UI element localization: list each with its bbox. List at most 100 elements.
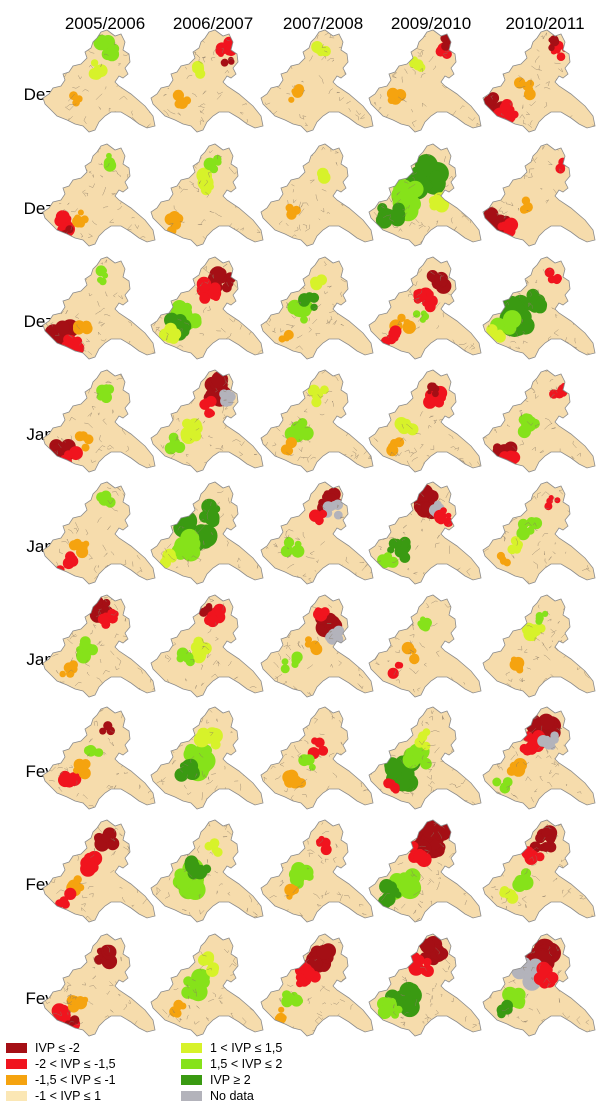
ivp-patch bbox=[556, 164, 565, 174]
boundary-line bbox=[290, 489, 294, 491]
boundary-line bbox=[346, 613, 352, 618]
boundary-line bbox=[228, 57, 234, 60]
boundary-line bbox=[195, 528, 200, 535]
boundary-line bbox=[450, 217, 453, 224]
boundary-line bbox=[99, 658, 102, 663]
boundary-line bbox=[85, 31, 87, 36]
boundary-line bbox=[586, 607, 593, 610]
boundary-line bbox=[519, 410, 523, 412]
boundary-line bbox=[430, 349, 436, 353]
boundary-line bbox=[552, 877, 558, 882]
boundary-line bbox=[399, 437, 407, 442]
boundary-line bbox=[151, 449, 155, 455]
boundary-line bbox=[466, 954, 471, 959]
map-panel bbox=[253, 368, 383, 478]
boundary-line bbox=[302, 202, 309, 206]
boundary-line bbox=[88, 64, 93, 69]
ivp-patch bbox=[107, 159, 115, 167]
boundary-line bbox=[274, 542, 278, 548]
boundary-line bbox=[485, 845, 495, 851]
boundary-line bbox=[156, 275, 161, 278]
boundary-line bbox=[550, 233, 555, 237]
boundary-line bbox=[286, 984, 294, 987]
boundary-line bbox=[387, 659, 390, 663]
ivp-patch bbox=[311, 397, 322, 408]
boundary-line bbox=[491, 38, 499, 44]
boundary-line bbox=[107, 444, 114, 449]
boundary-line bbox=[297, 456, 305, 461]
boundary-line bbox=[553, 188, 557, 194]
boundary-line bbox=[129, 409, 135, 418]
boundary-line bbox=[523, 496, 527, 503]
boundary-line bbox=[584, 508, 588, 513]
boundary-line bbox=[87, 351, 93, 355]
boundary-line bbox=[496, 343, 499, 350]
ivp-patch bbox=[545, 834, 556, 844]
boundary-line bbox=[263, 650, 269, 656]
ivp-patch bbox=[409, 653, 420, 665]
boundary-line bbox=[430, 271, 435, 275]
ivp-patch bbox=[64, 887, 77, 900]
boundary-line bbox=[589, 219, 593, 224]
boundary-line bbox=[576, 791, 582, 794]
legend-item: 1 < IVP ≤ 1,5 bbox=[181, 1040, 282, 1055]
boundary-line bbox=[542, 678, 548, 683]
ivp-patch bbox=[100, 391, 113, 403]
boundary-line bbox=[460, 714, 466, 718]
boundary-line bbox=[128, 269, 136, 274]
boundary-line bbox=[125, 196, 129, 202]
boundary-line bbox=[154, 464, 158, 469]
boundary-line bbox=[172, 633, 177, 636]
boundary-line bbox=[217, 994, 223, 999]
boundary-line bbox=[122, 869, 128, 874]
boundary-line bbox=[311, 768, 317, 773]
boundary-line bbox=[436, 870, 440, 875]
ivp-patch bbox=[522, 963, 534, 974]
boundary-line bbox=[375, 661, 380, 666]
boundary-line bbox=[324, 858, 329, 863]
ivp-patch bbox=[220, 58, 229, 67]
boundary-line bbox=[210, 211, 215, 213]
boundary-line bbox=[307, 664, 313, 670]
boundary-line bbox=[353, 283, 358, 288]
boundary-line bbox=[434, 419, 438, 424]
boundary-line bbox=[435, 650, 440, 657]
boundary-line bbox=[183, 831, 189, 840]
boundary-line bbox=[531, 548, 541, 556]
boundary-line bbox=[533, 788, 538, 793]
boundary-line bbox=[64, 105, 74, 111]
boundary-line bbox=[131, 167, 136, 172]
boundary-line bbox=[69, 416, 76, 422]
boundary-line bbox=[295, 497, 300, 503]
boundary-line bbox=[382, 214, 392, 219]
boundary-line bbox=[372, 290, 377, 296]
boundary-line bbox=[295, 272, 301, 279]
boundary-line bbox=[47, 350, 52, 358]
boundary-line bbox=[573, 30, 580, 34]
boundary-line bbox=[542, 269, 546, 274]
boundary-line bbox=[239, 714, 242, 724]
boundary-line bbox=[462, 507, 465, 516]
boundary-line bbox=[238, 451, 244, 457]
boundary-line bbox=[81, 982, 87, 986]
boundary-line bbox=[171, 1008, 175, 1013]
boundary-line bbox=[313, 303, 322, 309]
boundary-line bbox=[155, 692, 161, 697]
boundary-line bbox=[228, 166, 233, 172]
boundary-line bbox=[265, 238, 270, 243]
boundary-line bbox=[441, 348, 447, 351]
boundary-line bbox=[118, 113, 124, 121]
boundary-line bbox=[92, 624, 97, 629]
boundary-line bbox=[512, 980, 516, 984]
boundary-line bbox=[570, 611, 575, 616]
boundary-line bbox=[328, 633, 334, 640]
boundary-line bbox=[127, 174, 129, 178]
boundary-line bbox=[583, 528, 591, 534]
boundary-line bbox=[60, 282, 64, 289]
ivp-patch bbox=[288, 96, 295, 103]
boundary-line bbox=[401, 279, 407, 284]
boundary-line bbox=[239, 324, 242, 330]
boundary-line bbox=[591, 432, 595, 437]
boundary-line bbox=[424, 722, 430, 725]
boundary-line bbox=[49, 945, 55, 950]
